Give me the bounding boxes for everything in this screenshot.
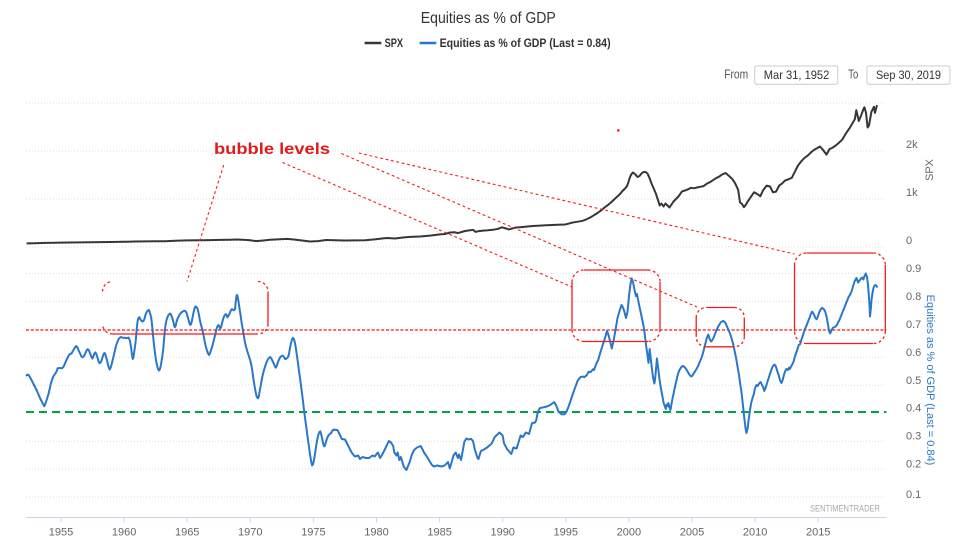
svg-text:bubble levels: bubble levels	[214, 141, 330, 158]
svg-text:Sep 30, 2019: Sep 30, 2019	[876, 68, 941, 82]
svg-text:2005: 2005	[680, 527, 704, 539]
svg-text:1965: 1965	[175, 527, 199, 539]
svg-text:0.2: 0.2	[906, 459, 921, 471]
svg-text:SPX: SPX	[924, 158, 936, 181]
svg-text:1985: 1985	[427, 527, 451, 539]
svg-text:1980: 1980	[364, 527, 388, 539]
svg-text:SPX: SPX	[385, 36, 404, 50]
svg-text:2015: 2015	[806, 527, 830, 539]
svg-text:2k: 2k	[906, 139, 918, 151]
svg-text:Equities as % of GDP (Last = 0: Equities as % of GDP (Last = 0.84)	[440, 36, 611, 50]
svg-text:1960: 1960	[112, 527, 136, 539]
svg-text:2000: 2000	[617, 527, 641, 539]
svg-text:To: To	[848, 68, 858, 82]
svg-text:1k: 1k	[906, 187, 918, 199]
svg-text:0: 0	[906, 235, 912, 247]
svg-text:0.8: 0.8	[906, 291, 921, 303]
svg-text:1970: 1970	[238, 527, 262, 539]
svg-text:0.7: 0.7	[906, 319, 921, 331]
svg-text:1995: 1995	[554, 527, 578, 539]
svg-text:Equities as % of GDP (Last = 0: Equities as % of GDP (Last = 0.84)	[924, 295, 936, 466]
svg-text:1990: 1990	[490, 527, 514, 539]
svg-text:0.6: 0.6	[906, 347, 921, 359]
svg-text:2010: 2010	[743, 527, 767, 539]
svg-text:Equities as % of GDP: Equities as % of GDP	[421, 10, 556, 27]
svg-text:0.1: 0.1	[906, 489, 921, 501]
svg-text:0.3: 0.3	[906, 431, 921, 443]
svg-text:1955: 1955	[49, 527, 73, 539]
svg-text:From: From	[724, 68, 748, 82]
svg-text:1975: 1975	[301, 527, 325, 539]
svg-text:Mar 31, 1952: Mar 31, 1952	[764, 68, 830, 82]
svg-text:SENTIMENTRADER: SENTIMENTRADER	[810, 504, 880, 514]
svg-text:0.4: 0.4	[906, 403, 921, 415]
svg-text:0.9: 0.9	[906, 263, 921, 275]
svg-text:0.5: 0.5	[906, 375, 921, 387]
